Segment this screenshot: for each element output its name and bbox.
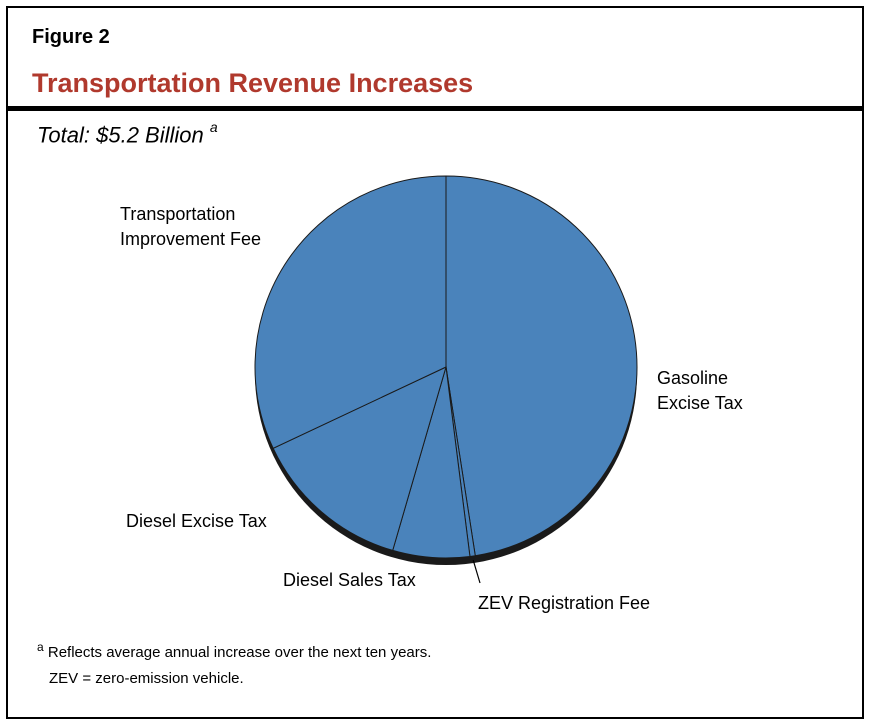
chart-total-footnote-marker: a [209, 119, 218, 135]
abbreviation-note: ZEV = zero-emission vehicle. [49, 670, 244, 687]
pie-label-gasoline-excise-tax: Gasoline Excise Tax [657, 368, 743, 413]
pie-label-diesel-excise-tax: Diesel Excise Tax [126, 511, 267, 531]
pie-label-diesel-sales-tax: Diesel Sales Tax [283, 570, 416, 590]
zev-leader-line [472, 559, 481, 584]
pie-slice-diesel-excise-tax [272, 366, 447, 552]
title-divider [6, 106, 864, 111]
pie-label-transportation-improvement-fee: Transportation Improvement Fee [120, 204, 261, 249]
footnote-marker: a [37, 640, 44, 654]
pie-slice-gasoline-excise-tax [445, 175, 638, 557]
figure-number: Figure 2 [32, 26, 110, 48]
footnote-text: Reflects average annual increase over th… [47, 644, 432, 661]
pie-slice-transportation-improvement-fee [254, 175, 447, 449]
chart-total-text: Total: $5.2 Billion [37, 122, 204, 148]
footnote-a: a Reflects average annual increase over … [37, 640, 431, 661]
figure-title: Transportation Revenue Increases [32, 68, 474, 98]
chart-total: Total: $5.2 Billion a [37, 119, 218, 148]
pie-label-zev-registration-fee: ZEV Registration Fee [478, 593, 650, 613]
